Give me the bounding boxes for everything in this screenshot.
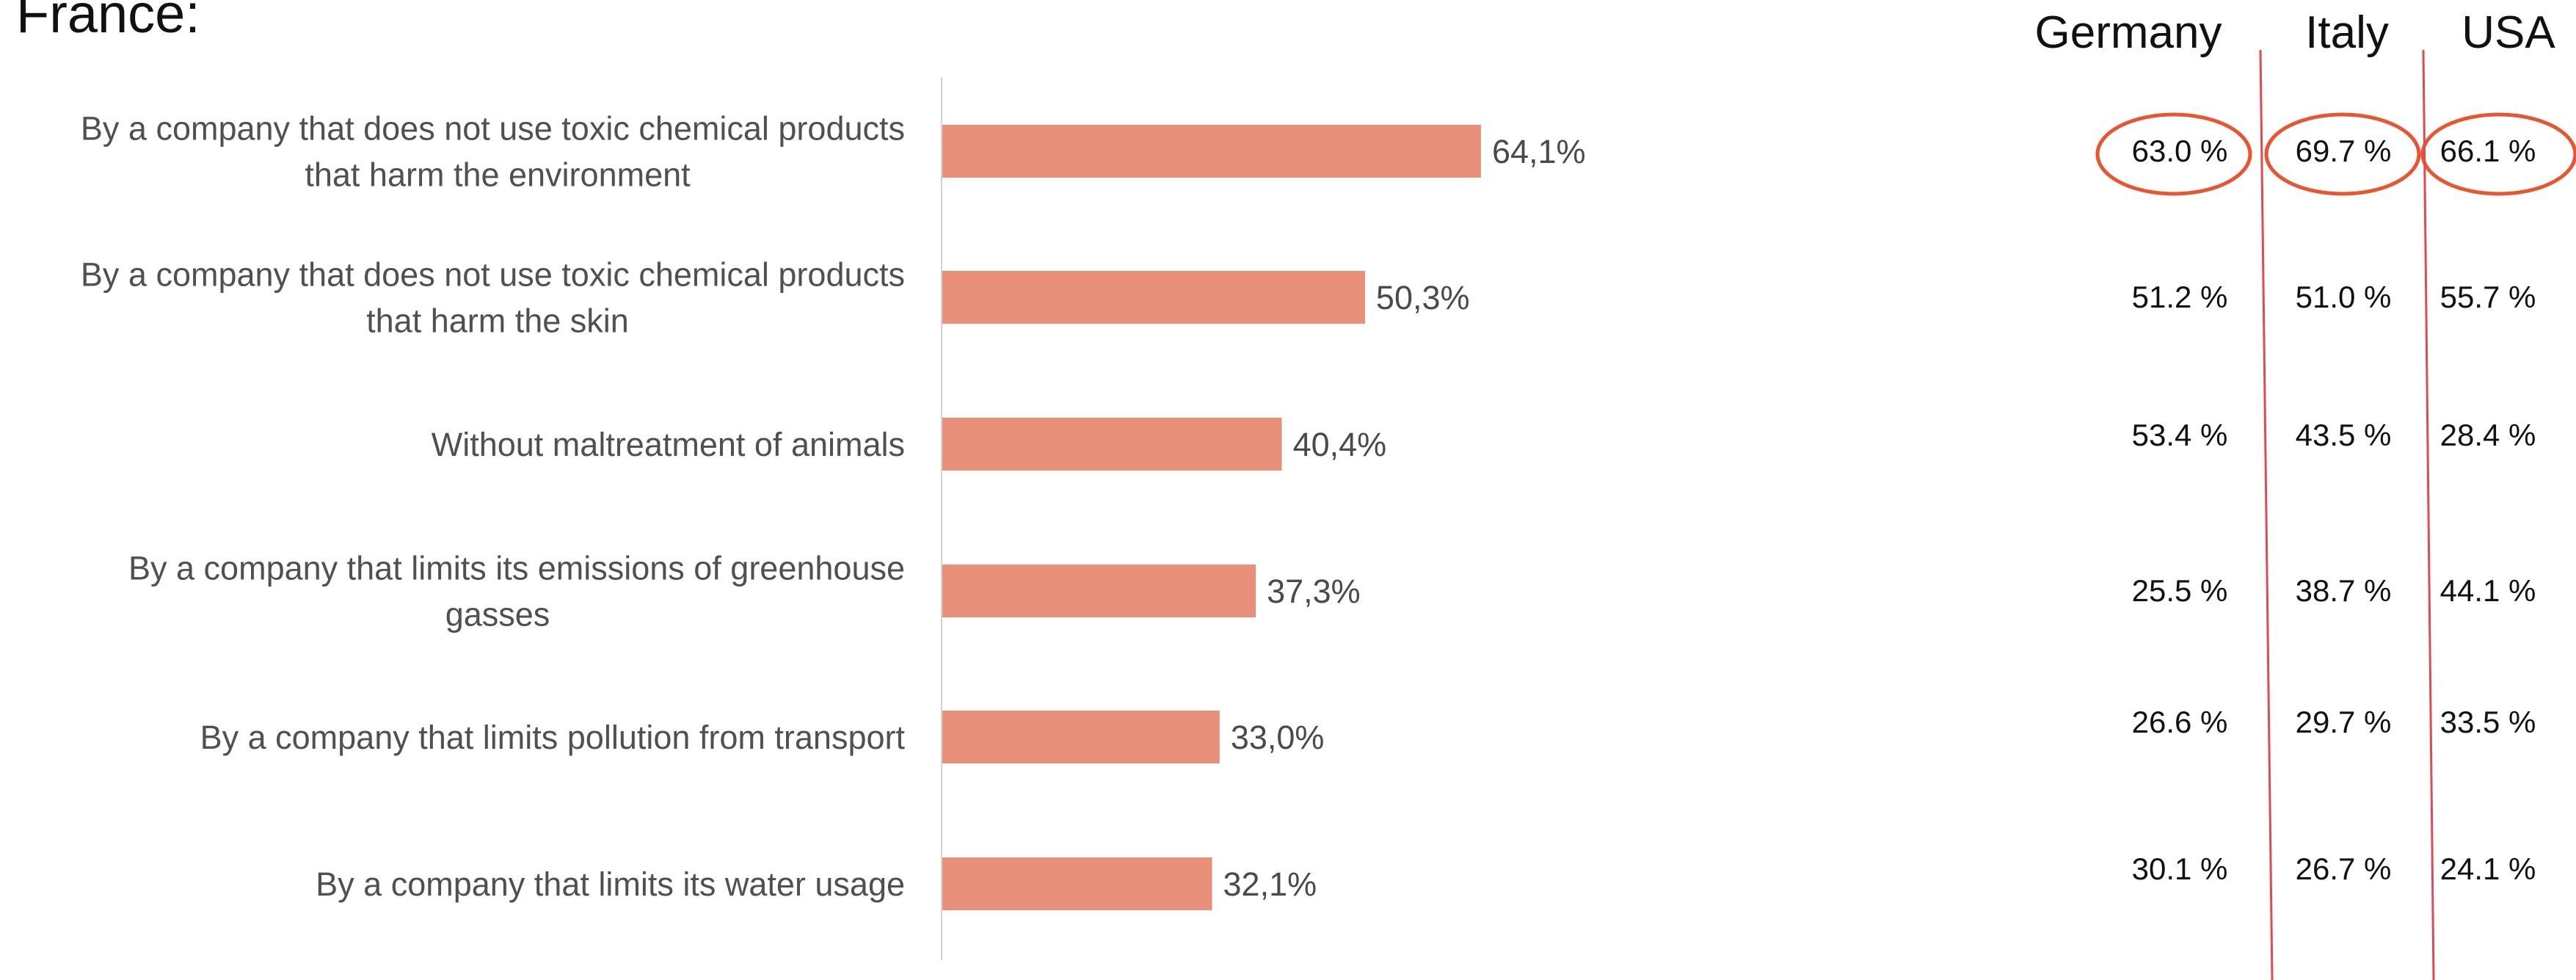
country-value: 51.0 % — [2296, 280, 2392, 314]
country-value: 30.1 % — [2132, 852, 2228, 886]
bar — [942, 271, 1365, 324]
bar-value-label: 32,1% — [1223, 865, 1317, 903]
bar — [942, 125, 1481, 178]
highlight-circle — [2264, 112, 2421, 196]
bar-value-label: 64,1% — [1492, 133, 1586, 170]
bar — [942, 565, 1256, 617]
highlight-circle — [2095, 112, 2252, 196]
category-label: By a company that limits its emissions o… — [128, 550, 905, 587]
country-value: 25.5 % — [2132, 573, 2228, 608]
country-value: 26.7 % — [2296, 852, 2392, 886]
column-divider — [2259, 49, 2274, 980]
bar-value-label: 40,4% — [1293, 426, 1387, 463]
country-value: 53.4 % — [2132, 418, 2228, 452]
bar — [942, 418, 1282, 471]
category-label: that harm the environment — [305, 156, 691, 194]
country-header: USA — [2462, 7, 2555, 58]
category-label: Without maltreatment of animals — [432, 426, 905, 463]
country-value: 66.1 % — [2440, 134, 2536, 168]
country-comparison: Germany 63.0 % 51.2 % 53.4 % 25.5 % 26.6 % 30.… — [2035, 7, 2576, 980]
country-value: 26.6 % — [2132, 705, 2228, 739]
bar — [942, 711, 1220, 763]
country-header: Italy — [2305, 7, 2389, 58]
country-value: 24.1 % — [2440, 852, 2536, 886]
country-value: 38.7 % — [2296, 573, 2392, 608]
country-value: 44.1 % — [2440, 573, 2536, 608]
country-value: 69.7 % — [2296, 134, 2392, 168]
bars-layer — [942, 125, 1481, 910]
bar-value-label: 33,0% — [1231, 719, 1325, 756]
country-value: 55.7 % — [2440, 280, 2536, 314]
category-label: By a company that does not use toxic che… — [81, 110, 905, 148]
country-value: 51.2 % — [2132, 280, 2228, 314]
country-value: 28.4 % — [2440, 418, 2536, 452]
bar-value-label: 50,3% — [1376, 279, 1470, 316]
highlight-circle — [2420, 112, 2576, 196]
country-header: Germany — [2035, 7, 2222, 58]
category-labels: By a company that does not use toxic che… — [81, 110, 906, 904]
column-divider — [2422, 49, 2435, 980]
country-value: 29.7 % — [2296, 705, 2392, 739]
category-label: gasses — [445, 596, 550, 634]
bar-value-label: 37,3% — [1267, 573, 1361, 610]
country-value: 43.5 % — [2296, 418, 2392, 452]
category-label: that harm the skin — [366, 302, 629, 340]
chart-title: France: — [16, 0, 200, 44]
country-value: 33.5 % — [2440, 705, 2536, 739]
category-label: By a company that does not use toxic che… — [81, 256, 905, 294]
bar — [942, 857, 1212, 910]
value-labels: 64,1% 50,3% 40,4% 37,3% 33,0% 32,1% — [1223, 133, 1586, 903]
category-label: By a company that limits its water usage — [316, 865, 905, 903]
category-label: By a company that limits pollution from … — [200, 719, 906, 756]
country-value: 63.0 % — [2132, 134, 2228, 168]
